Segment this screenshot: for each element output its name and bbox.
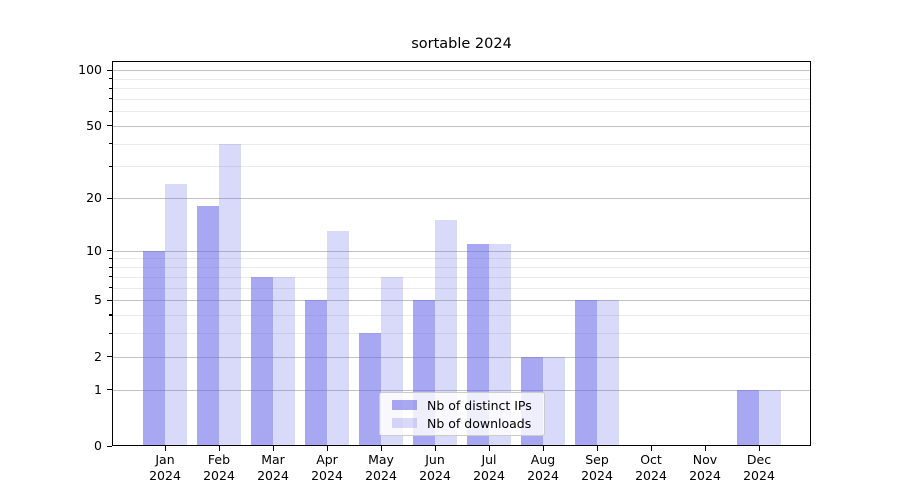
y-minor-gridline (112, 333, 811, 335)
legend-label-distinct-ips: Nb of distinct IPs (427, 397, 532, 413)
y-minor-gridline (112, 287, 811, 289)
y-axis-tick (107, 125, 112, 127)
x-axis-tick-label: Feb 2024 (203, 452, 235, 483)
chart-title: sortable 2024 (411, 36, 512, 52)
bar-downloads (165, 183, 187, 446)
bar-downloads (435, 220, 457, 446)
y-axis-tick-label: 100 (78, 62, 102, 77)
y-axis-tick-label: 5 (94, 292, 102, 307)
x-axis-tick-label: Mar 2024 (257, 452, 289, 483)
y-axis-tick-label: 0 (94, 438, 102, 453)
bar-downloads (543, 356, 565, 446)
y-major-gridline (112, 198, 811, 199)
y-axis-tick-label: 2 (94, 348, 102, 364)
x-axis-tick (759, 446, 761, 451)
legend-label-downloads: Nb of downloads (427, 415, 532, 431)
legend-swatch-downloads (392, 418, 417, 428)
legend-item-distinct-ips: Nb of distinct IPs (388, 398, 536, 413)
bar-distinct-ips (197, 206, 219, 446)
x-axis-tick (651, 446, 653, 451)
x-axis-tick (273, 446, 275, 451)
y-axis-minor-tick (109, 287, 112, 289)
x-axis-tick (543, 446, 545, 451)
x-axis-tick (165, 446, 167, 451)
x-axis-tick-label: Apr 2024 (311, 452, 343, 483)
x-axis-tick-label: Aug 2024 (527, 452, 559, 483)
x-axis-tick-label: Sep 2024 (581, 452, 613, 483)
bar-distinct-ips (575, 300, 597, 446)
y-major-gridline (112, 300, 811, 301)
x-axis-tick-label: Dec 2024 (743, 452, 775, 483)
x-axis-tick (219, 446, 221, 451)
y-axis-minor-tick (109, 332, 112, 334)
y-axis-minor-tick (109, 314, 112, 316)
y-axis-tick-label: 10 (86, 242, 102, 258)
y-minor-gridline (112, 111, 811, 113)
bar-downloads (327, 231, 349, 446)
y-axis-tick (107, 356, 112, 358)
y-minor-gridline (112, 267, 811, 268)
y-minor-gridline (112, 166, 811, 168)
y-minor-gridline (112, 276, 811, 278)
legend-swatch-distinct-ips (392, 400, 417, 410)
y-axis-tick (107, 445, 112, 447)
y-axis-tick (107, 197, 112, 199)
x-axis-tick (597, 446, 599, 451)
y-axis-tick (107, 299, 112, 301)
bar-distinct-ips (251, 276, 273, 446)
y-axis-minor-tick (109, 165, 112, 167)
x-axis-tick (489, 446, 491, 451)
y-major-gridline (112, 356, 811, 358)
y-axis-tick (107, 389, 112, 391)
legend-item-downloads: Nb of downloads (388, 416, 536, 431)
bar-distinct-ips (359, 333, 381, 446)
x-axis-tick-label: Jul 2024 (473, 452, 505, 483)
y-minor-gridline (112, 258, 811, 260)
y-axis-minor-tick (109, 266, 112, 268)
y-axis-minor-tick (109, 143, 112, 145)
x-axis-tick-label: Jan 2024 (149, 452, 181, 483)
y-minor-gridline (112, 88, 811, 89)
y-axis-tick-label: 50 (86, 117, 102, 133)
bar-downloads (273, 276, 295, 446)
x-axis-tick-label: May 2024 (365, 452, 397, 483)
y-minor-gridline (112, 78, 811, 80)
y-major-gridline (112, 389, 811, 391)
bar-distinct-ips (143, 250, 165, 446)
y-axis-tick (107, 69, 112, 71)
y-axis-tick-label: 1 (94, 381, 102, 397)
x-axis-tick (381, 446, 383, 451)
bar-distinct-ips (737, 389, 759, 446)
x-axis-tick (435, 446, 437, 451)
x-axis-tick-label: Jun 2024 (419, 452, 451, 483)
bar-downloads (759, 389, 781, 446)
bar-downloads (597, 300, 619, 446)
y-minor-gridline (112, 98, 811, 100)
x-axis-tick-label: Nov 2024 (689, 452, 721, 483)
y-major-gridline (112, 125, 811, 127)
y-minor-gridline (112, 143, 811, 145)
x-axis-tick (705, 446, 707, 451)
y-axis-minor-tick (109, 276, 112, 278)
y-axis-minor-tick (109, 98, 112, 100)
y-axis-minor-tick (109, 257, 112, 260)
bar-downloads (219, 143, 241, 446)
y-axis-minor-tick (109, 78, 112, 80)
legend: Nb of distinct IPs Nb of downloads (379, 392, 545, 436)
y-minor-gridline (112, 314, 811, 316)
x-axis-tick (327, 446, 329, 451)
y-axis-minor-tick (109, 110, 112, 112)
x-axis-tick-label: Oct 2024 (635, 452, 667, 483)
y-axis-minor-tick (109, 87, 112, 89)
y-major-gridline (112, 70, 811, 71)
bar-distinct-ips (305, 300, 327, 446)
y-axis-tick (107, 250, 112, 252)
y-major-gridline (112, 250, 811, 252)
y-axis-tick-label: 20 (86, 190, 102, 205)
